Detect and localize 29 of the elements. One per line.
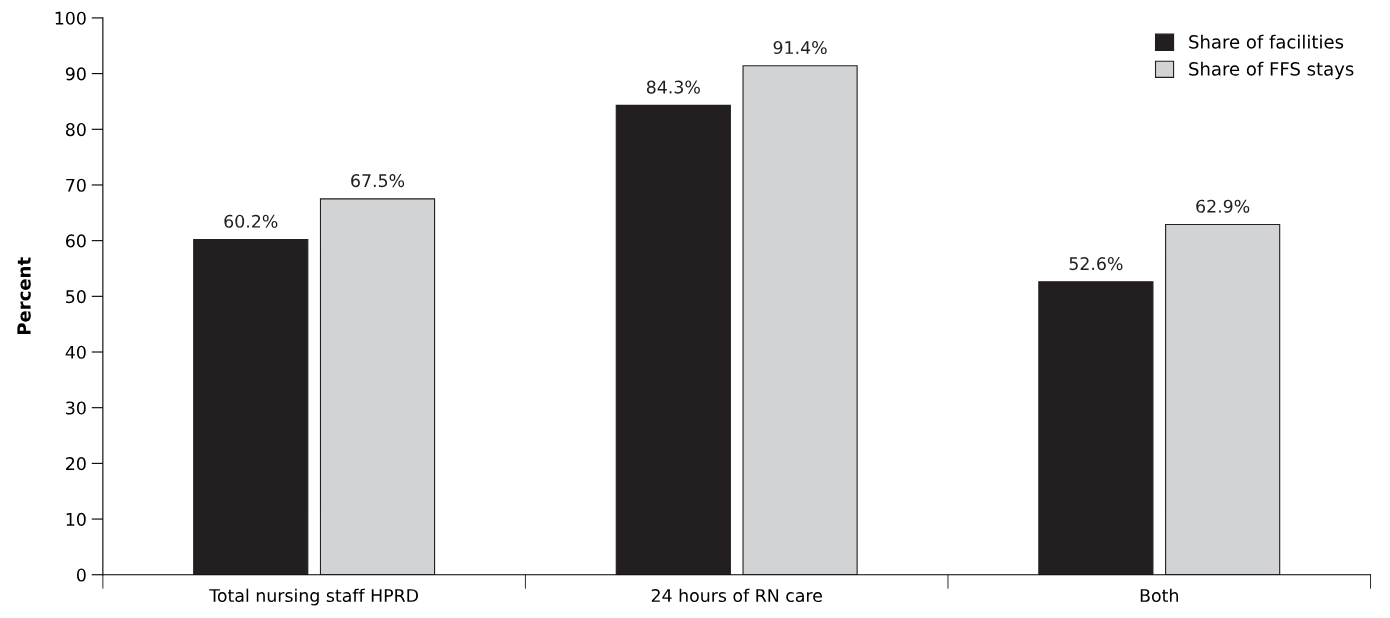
legend-label: Share of FFS stays — [1189, 61, 1354, 80]
data-label: 84.3% — [646, 80, 700, 94]
x-tick-label: Both — [1140, 588, 1178, 603]
data-label: 52.6% — [1069, 257, 1123, 271]
bar — [1038, 281, 1154, 575]
x-tick-label: 24 hours of RN care — [651, 588, 822, 603]
data-label: 67.5% — [351, 174, 405, 188]
y-tick-label: 40 — [65, 345, 86, 359]
y-tick-label: 100 — [55, 11, 86, 25]
bar — [193, 238, 309, 575]
bar — [319, 198, 436, 575]
y-axis-title: Percent — [17, 257, 31, 335]
y-tick-label: 50 — [66, 290, 86, 304]
data-label: 60.2% — [224, 214, 278, 228]
y-tick-label: 20 — [66, 457, 86, 471]
y-tick-label: 70 — [66, 178, 86, 192]
data-label: 91.4% — [773, 40, 827, 55]
y-tick-label: 80 — [65, 123, 86, 137]
bar — [742, 65, 858, 575]
data-label: 62.9% — [1196, 199, 1250, 213]
y-tick-label: 0 — [76, 568, 86, 582]
y-tick-label: 90 — [65, 67, 86, 81]
bar — [615, 104, 731, 575]
bar — [1165, 223, 1281, 575]
y-tick-label: 30 — [66, 401, 86, 415]
y-tick-label: 60 — [66, 234, 86, 248]
y-tick-label: 10 — [66, 512, 86, 526]
x-tick-label: Total nursing staff HPRD — [209, 588, 419, 606]
legend-label: Share of facilities — [1189, 34, 1344, 49]
